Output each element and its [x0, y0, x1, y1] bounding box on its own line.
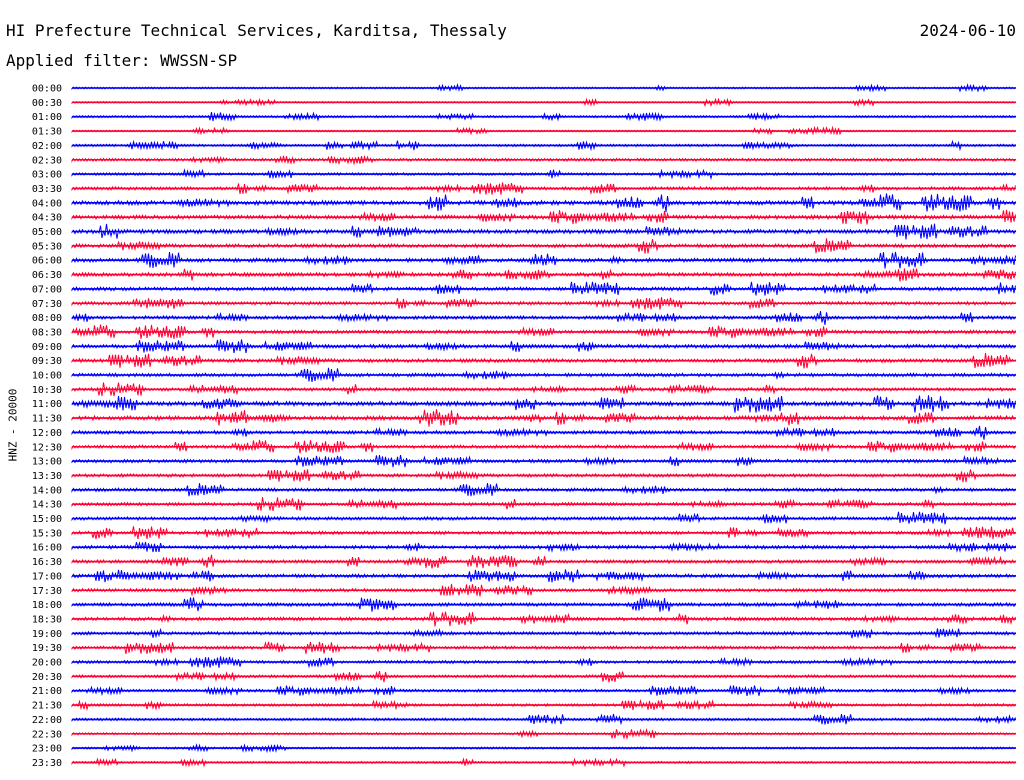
- time-tick-label: 08:30: [32, 327, 62, 338]
- time-tick-label: 08:00: [32, 313, 62, 324]
- time-tick-label: 02:30: [32, 155, 62, 166]
- time-tick-label: 12:00: [32, 428, 62, 439]
- time-tick-label: 19:30: [32, 643, 62, 654]
- seismic-trace: [71, 497, 1016, 511]
- seismic-trace: [71, 281, 1016, 296]
- seismic-trace: [71, 439, 1016, 454]
- seismic-trace: [71, 209, 1016, 225]
- time-tick-label: 09:00: [32, 342, 62, 353]
- time-tick-label: 10:30: [32, 385, 62, 396]
- time-tick-label: 04:30: [32, 213, 62, 224]
- seismic-trace: [71, 339, 1016, 354]
- time-tick-label: 15:00: [32, 514, 62, 525]
- time-tick-label: 21:00: [32, 686, 62, 697]
- time-tick-label: 01:00: [32, 112, 62, 123]
- time-tick-label: 07:30: [32, 299, 62, 310]
- time-tick-label: 20:30: [32, 672, 62, 683]
- time-tick-label: 03:00: [32, 170, 62, 181]
- time-tick-label: 13:30: [32, 471, 62, 482]
- filter-label: Applied filter: WWSSN-SP: [6, 51, 238, 70]
- time-tick-label: 05:30: [32, 241, 62, 252]
- time-tick-label: 02:00: [32, 141, 62, 152]
- seismic-trace: [71, 583, 1016, 597]
- seismic-trace: [71, 182, 1016, 196]
- seismic-trace: [71, 297, 1016, 310]
- time-tick-label: 20:00: [32, 658, 62, 669]
- time-tick-label: 05:00: [32, 227, 62, 238]
- seismic-trace: [71, 154, 1016, 166]
- page-title: HI Prefecture Technical Services, Kardit…: [6, 21, 507, 40]
- time-tick-label: 17:00: [32, 571, 62, 582]
- time-tick-label: 06:30: [32, 270, 62, 281]
- seismic-trace: [71, 193, 1016, 213]
- time-tick-label: 18:00: [32, 600, 62, 611]
- time-tick-label: 00:30: [32, 98, 62, 109]
- seismic-trace: [71, 656, 1016, 669]
- seismic-trace: [71, 353, 1016, 369]
- date-label: 2024-06-10: [919, 21, 1016, 40]
- time-tick-label: 22:00: [32, 715, 62, 726]
- time-tick-label: 03:30: [32, 184, 62, 195]
- seismic-trace: [71, 469, 1016, 483]
- seismic-trace: [71, 382, 1016, 397]
- seismic-trace: [71, 627, 1016, 640]
- time-tick-label: 13:00: [32, 457, 62, 468]
- time-tick-label: 17:30: [32, 586, 62, 597]
- seismic-trace: [71, 311, 1016, 325]
- time-tick-label: 14:30: [32, 500, 62, 511]
- time-tick-label: 04:00: [32, 198, 62, 209]
- seismic-trace: [71, 713, 1016, 726]
- time-tick-label: 18:30: [32, 614, 62, 625]
- time-tick-label: 16:00: [32, 543, 62, 554]
- time-tick-label: 16:30: [32, 557, 62, 568]
- time-tick-label: 23:00: [32, 744, 62, 755]
- seismic-trace: [71, 569, 1016, 583]
- time-tick-label: 11:30: [32, 414, 62, 425]
- time-tick-label: 19:00: [32, 629, 62, 640]
- time-tick-label: 12:30: [32, 442, 62, 453]
- time-tick-label: 06:00: [32, 256, 62, 267]
- time-tick-label: 07:00: [32, 284, 62, 295]
- time-tick-label: 14:00: [32, 485, 62, 496]
- time-tick-label: 10:00: [32, 371, 62, 382]
- time-tick-label: 01:30: [32, 127, 62, 138]
- time-tick-label: 09:30: [32, 356, 62, 367]
- seismic-trace: [71, 597, 1016, 612]
- time-tick-label: 22:30: [32, 729, 62, 740]
- seismic-trace: [71, 223, 1016, 240]
- time-tick-label: 00:00: [32, 84, 62, 95]
- time-tick-label: 15:30: [32, 528, 62, 539]
- seismic-trace: [71, 409, 1016, 427]
- seismic-trace: [71, 324, 1016, 339]
- time-tick-label: 23:30: [32, 758, 62, 769]
- time-tick-label: 21:30: [32, 701, 62, 712]
- time-tick-label: 11:00: [32, 399, 62, 410]
